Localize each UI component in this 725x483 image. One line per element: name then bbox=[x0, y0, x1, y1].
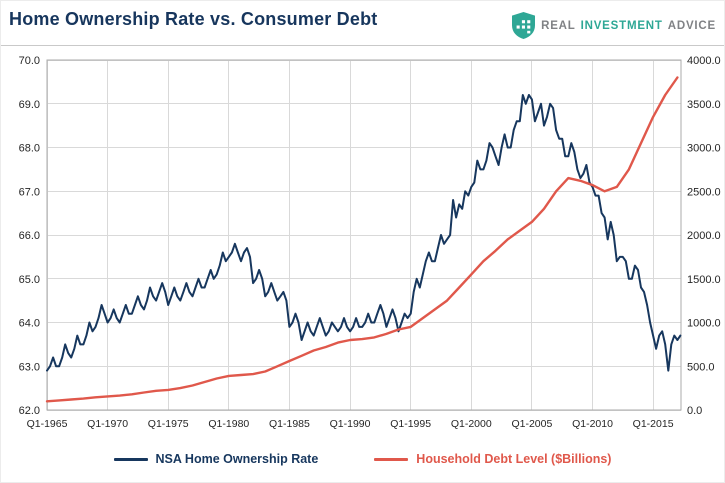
brand-shield-icon bbox=[512, 12, 536, 39]
svg-text:500.0: 500.0 bbox=[687, 361, 715, 373]
svg-text:63.0: 63.0 bbox=[19, 361, 40, 373]
legend-label-debt: Household Debt Level ($Billions) bbox=[416, 452, 612, 466]
page-title: Home Ownership Rate vs. Consumer Debt bbox=[9, 9, 378, 29]
svg-text:70.0: 70.0 bbox=[19, 55, 40, 67]
svg-text:1500.0: 1500.0 bbox=[687, 274, 721, 286]
y-axis-labels: 70.0 4000.0 69.0 3500.0 68.0 3000.0 67.0 2500.0… bbox=[19, 55, 721, 417]
gridlines bbox=[47, 60, 681, 411]
svg-text:0.0: 0.0 bbox=[687, 405, 702, 417]
brand-word-investment: INVESTMENT bbox=[580, 19, 663, 32]
series-line-ownership bbox=[46, 94, 682, 372]
svg-text:Q1-1995: Q1-1995 bbox=[390, 418, 431, 430]
plot-border bbox=[46, 59, 682, 411]
svg-text:Q1-1980: Q1-1980 bbox=[208, 418, 249, 430]
svg-text:2500.0: 2500.0 bbox=[687, 186, 721, 198]
svg-text:69.0: 69.0 bbox=[19, 99, 40, 111]
svg-text:1000.0: 1000.0 bbox=[687, 318, 721, 330]
svg-text:Q1-1975: Q1-1975 bbox=[148, 418, 189, 430]
svg-text:Q1-2000: Q1-2000 bbox=[451, 418, 492, 430]
svg-text:62.0: 62.0 bbox=[19, 405, 40, 417]
svg-text:Q1-1990: Q1-1990 bbox=[330, 418, 371, 430]
legend-label-ownership: NSA Home Ownership Rate bbox=[155, 452, 319, 466]
svg-text:3000.0: 3000.0 bbox=[687, 143, 721, 155]
chart-canvas: 70.0 4000.0 69.0 3500.0 68.0 3000.0 67.0 2500.0… bbox=[19, 55, 721, 430]
svg-text:Q1-1985: Q1-1985 bbox=[269, 418, 310, 430]
svg-text:Q1-2015: Q1-2015 bbox=[633, 418, 674, 430]
svg-text:64.0: 64.0 bbox=[19, 318, 40, 330]
svg-text:68.0: 68.0 bbox=[19, 143, 40, 155]
svg-text:3500.0: 3500.0 bbox=[687, 99, 721, 111]
svg-text:67.0: 67.0 bbox=[19, 186, 40, 198]
header-divider bbox=[1, 45, 724, 46]
svg-text:66.0: 66.0 bbox=[19, 230, 40, 242]
svg-text:4000.0: 4000.0 bbox=[687, 55, 721, 67]
chart-legend: NSA Home Ownership Rate Household Debt L… bbox=[1, 442, 724, 476]
brand-word-advice: ADVICE bbox=[667, 19, 716, 32]
legend-line-sample-red bbox=[374, 457, 409, 461]
svg-text:Q1-2005: Q1-2005 bbox=[511, 418, 552, 430]
svg-text:2000.0: 2000.0 bbox=[687, 230, 721, 242]
legend-item-ownership: NSA Home Ownership Rate bbox=[113, 452, 319, 466]
brand-word-real: REAL bbox=[541, 19, 576, 32]
brand-wordmark: REAL INVESTMENT ADVICE bbox=[541, 20, 716, 32]
svg-text:65.0: 65.0 bbox=[19, 274, 40, 286]
legend-item-debt: Household Debt Level ($Billions) bbox=[374, 452, 611, 466]
svg-text:Q1-1970: Q1-1970 bbox=[87, 418, 128, 430]
legend-line-sample-navy bbox=[113, 457, 148, 461]
brand-logo: REAL INVESTMENT ADVICE bbox=[512, 12, 716, 39]
svg-text:Q1-1965: Q1-1965 bbox=[27, 418, 68, 430]
x-axis-labels: Q1-1965 Q1-1970 Q1-1975 Q1-1980 Q1-1985 Q1-19… bbox=[27, 418, 674, 430]
series-line-debt bbox=[45, 76, 679, 403]
line-chart: 70.0 4000.0 69.0 3500.0 68.0 3000.0 67.0 2500.0… bbox=[1, 47, 725, 439]
svg-text:Q1-2010: Q1-2010 bbox=[572, 418, 613, 430]
header: Home Ownership Rate vs. Consumer Debt RE… bbox=[1, 1, 724, 45]
